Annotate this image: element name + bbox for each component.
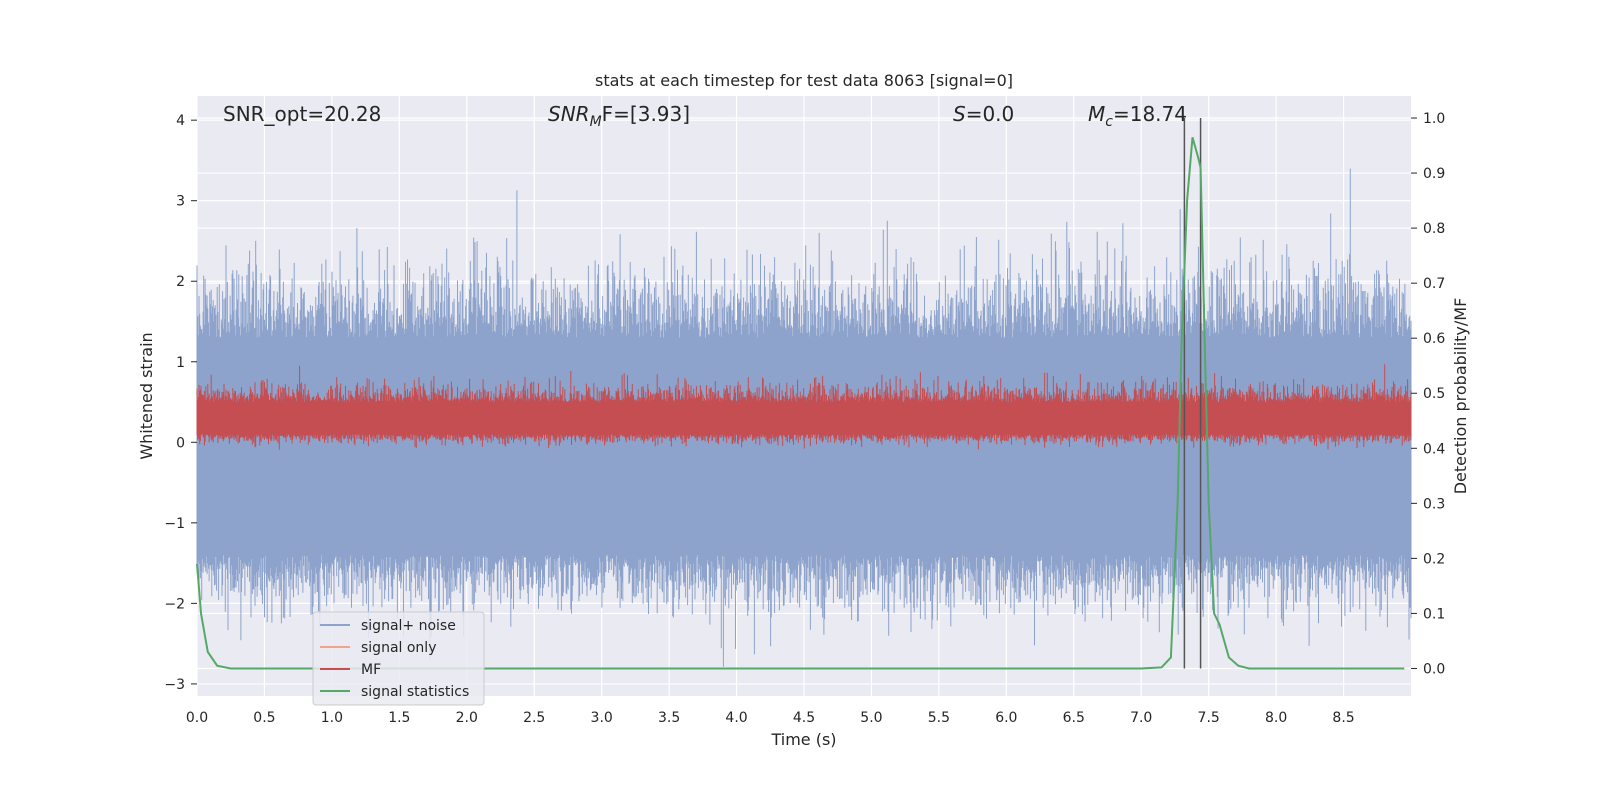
legend-box	[312, 611, 485, 706]
y-right-tick-label: 0.2	[1423, 551, 1445, 567]
legend: signal+ noise signal only MF signal stat…	[312, 611, 485, 706]
x-tick-label: 5.0	[860, 710, 882, 726]
y-right-tick-label: 0.4	[1423, 441, 1445, 457]
x-axis-label: Time (s)	[770, 730, 836, 749]
annotation-snr-mf: SNRMF=[3.93]	[548, 102, 690, 130]
mf-series	[196, 364, 1412, 450]
y-right-axis-ticks: 1.0 0.9 0.8 0.7 0.6 0.5 0.4 0.3 0.2 0.1 0.0	[1411, 111, 1445, 677]
y-tick-label: 3	[176, 194, 185, 210]
y-axis-label: Whitened strain	[137, 332, 156, 459]
y-tick-label: 4	[176, 113, 185, 129]
y-right-tick-label: 0.8	[1423, 221, 1445, 237]
x-axis-ticks: 0.0 0.5 1.0 1.5 2.0 2.5 3.0 3.5 4.0 4.5 5.0 5.5 6.0 6…	[186, 710, 1355, 726]
chart-title: stats at each timestep for test data 806…	[595, 71, 1013, 90]
mf-line	[196, 364, 1412, 450]
annotation-snr-mf-sub: M	[590, 114, 602, 130]
annotation-s-main: S	[953, 102, 966, 126]
x-tick-label: 5.5	[928, 710, 950, 726]
annotation-snr-mf-rest: F=[3.93]	[602, 102, 690, 126]
y-tick-label: −3	[164, 677, 185, 693]
y-axis-ticks: 4 3 2 1 0 −1 −2 −3	[164, 113, 197, 693]
y-tick-label: 0	[176, 435, 185, 451]
x-tick-label: 7.5	[1198, 710, 1220, 726]
x-tick-label: 6.5	[1063, 710, 1085, 726]
x-tick-label: 3.0	[591, 710, 613, 726]
annotation-mc: Mc=18.74	[1088, 102, 1187, 130]
x-tick-label: 6.0	[995, 710, 1017, 726]
y-right-tick-label: 0.6	[1423, 331, 1445, 347]
x-tick-label: 4.5	[793, 710, 815, 726]
annotation-mc-sub: c	[1105, 114, 1113, 130]
x-tick-label: 7.0	[1130, 710, 1152, 726]
y-right-tick-label: 0.5	[1423, 386, 1445, 402]
y-tick-label: 1	[176, 355, 185, 371]
x-tick-label: 1.0	[321, 710, 343, 726]
y-right-tick-label: 0.9	[1423, 166, 1445, 182]
legend-label-mf: MF	[361, 662, 381, 678]
legend-label-signal-statistics: signal statistics	[361, 684, 469, 700]
y-tick-label: 2	[176, 274, 185, 290]
y-tick-label: −2	[164, 596, 185, 612]
x-tick-label: 2.0	[456, 710, 478, 726]
annotation-snr-mf-main: SNR	[548, 102, 590, 126]
y-right-tick-label: 0.7	[1423, 276, 1445, 292]
annotation-s-rest: =0.0	[966, 102, 1015, 126]
legend-label-signal-noise: signal+ noise	[361, 618, 456, 634]
y-right-axis-label: Detection probability/MF	[1451, 298, 1470, 495]
x-tick-label: 8.0	[1265, 710, 1287, 726]
vertical-marker-lines	[1183, 118, 1202, 669]
y-right-tick-label: 0.1	[1423, 606, 1445, 622]
annotation-snr-opt: SNR_opt=20.28	[223, 102, 381, 126]
x-tick-label: 1.5	[388, 710, 410, 726]
y-right-tick-label: 1.0	[1423, 111, 1445, 127]
x-tick-label: 3.5	[658, 710, 680, 726]
x-tick-label: 4.0	[725, 710, 747, 726]
x-tick-label: 2.5	[523, 710, 545, 726]
annotation-s: S=0.0	[953, 102, 1014, 126]
annotation-mc-rest: =18.74	[1113, 102, 1187, 126]
x-tick-label: 0.0	[186, 710, 208, 726]
annotation-mc-main: M	[1088, 102, 1105, 126]
y-right-tick-label: 0.0	[1423, 661, 1445, 677]
y-right-tick-label: 0.3	[1423, 496, 1445, 512]
x-tick-label: 0.5	[253, 710, 275, 726]
y-tick-label: −1	[164, 516, 185, 532]
legend-label-signal-only: signal only	[361, 640, 436, 656]
x-tick-label: 8.5	[1332, 710, 1354, 726]
